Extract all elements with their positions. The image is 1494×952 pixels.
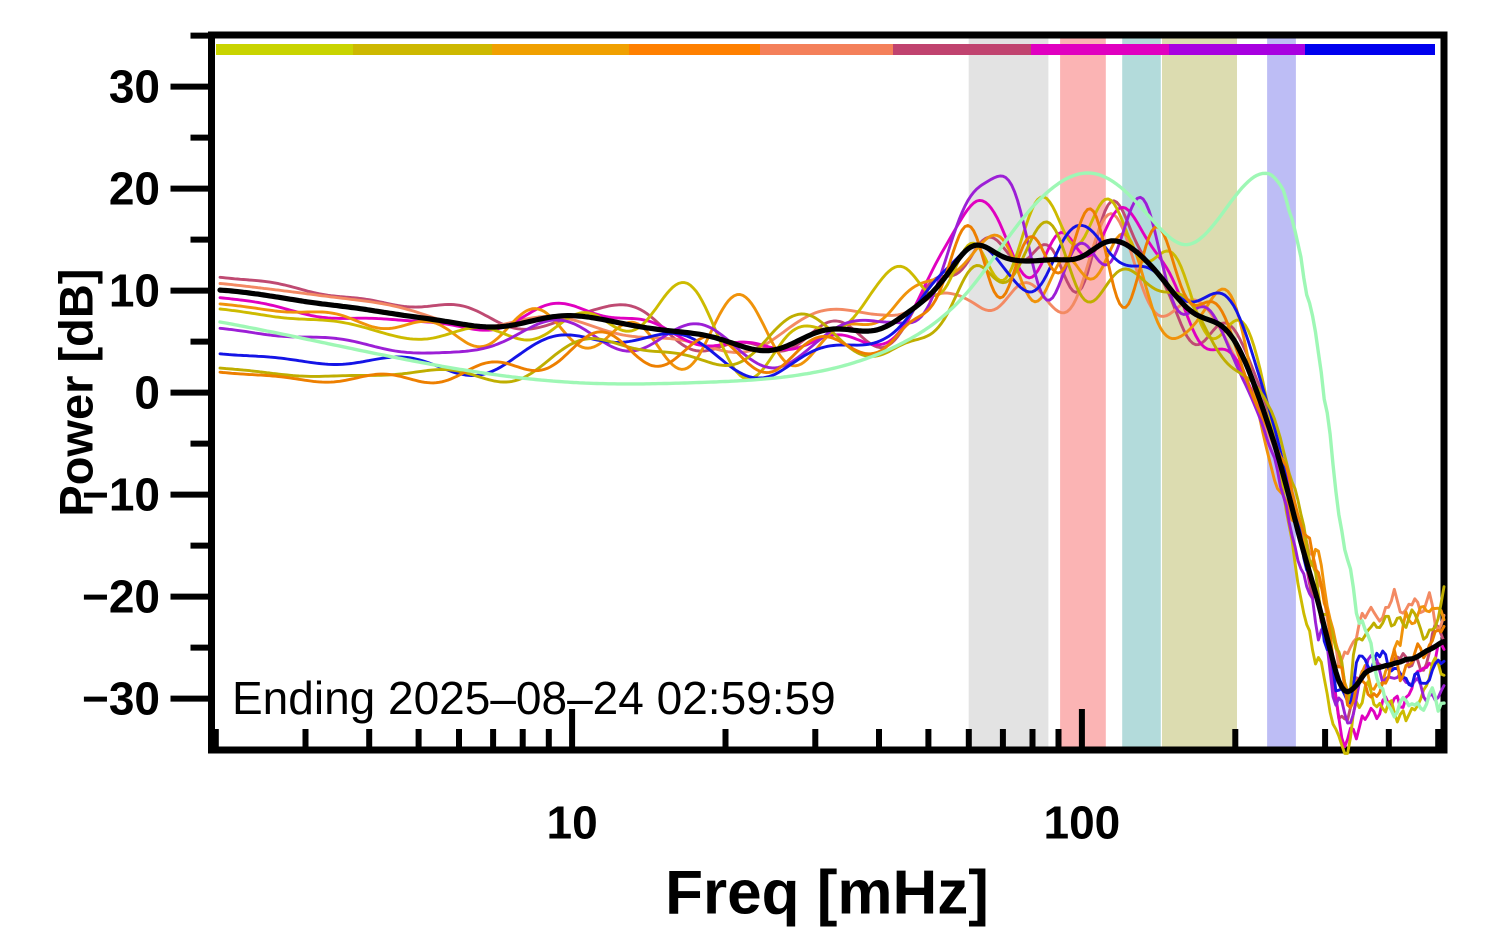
svg-text:Power [dB]: Power [dB]: [50, 269, 103, 517]
svg-text:10: 10: [109, 265, 160, 317]
svg-text:30: 30: [109, 61, 160, 113]
svg-text:100: 100: [1044, 797, 1121, 849]
svg-text:−30: −30: [82, 673, 160, 725]
svg-text:Freq [mHz]: Freq [mHz]: [665, 859, 989, 928]
svg-text:0: 0: [134, 367, 160, 419]
svg-text:−20: −20: [82, 571, 160, 623]
svg-text:10: 10: [547, 797, 598, 849]
svg-text:Ending 2025–08–24 02:59:59: Ending 2025–08–24 02:59:59: [232, 672, 836, 724]
svg-text:20: 20: [109, 163, 160, 215]
